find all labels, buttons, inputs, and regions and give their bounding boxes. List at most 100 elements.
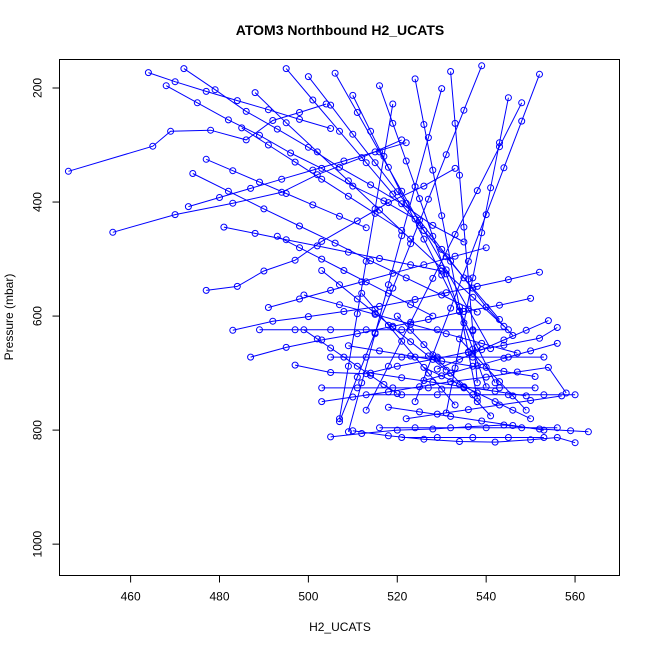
data-point [349, 130, 357, 138]
data-point [504, 434, 512, 441]
data-point [522, 392, 530, 400]
data-point [229, 326, 237, 334]
data-point [473, 282, 481, 290]
series-35 [184, 139, 410, 211]
series-line [352, 95, 496, 384]
data-point [482, 303, 490, 311]
data-point [411, 424, 419, 432]
data-point [540, 353, 548, 361]
data-point [447, 257, 455, 265]
data-point [309, 96, 317, 104]
data-point [442, 253, 450, 261]
data-point [451, 364, 459, 372]
series-51 [456, 335, 530, 414]
series-41 [384, 403, 548, 434]
data-point [482, 363, 490, 371]
series-line [365, 102, 523, 411]
data-point [371, 148, 379, 156]
data-point [407, 240, 415, 248]
data-point [291, 158, 299, 166]
data-point [469, 326, 477, 334]
data-point [353, 310, 361, 318]
data-point [384, 281, 392, 289]
data-point [460, 106, 468, 114]
series-32 [398, 434, 548, 441]
series-36 [220, 223, 446, 275]
data-point [429, 274, 437, 282]
series-line [148, 72, 331, 129]
data-point [407, 235, 415, 243]
data-point [336, 212, 343, 220]
series-28 [256, 326, 512, 334]
data-point [247, 353, 255, 361]
x-tick-label: 500 [298, 590, 318, 604]
data-point [478, 62, 486, 70]
data-point [229, 167, 237, 175]
data-point [438, 245, 446, 253]
data-point [433, 355, 441, 363]
data-point [344, 248, 352, 256]
data-point [389, 284, 397, 292]
data-point [429, 312, 437, 320]
data-point [362, 391, 370, 399]
data-point [233, 282, 241, 290]
data-point [407, 301, 415, 309]
y-tick-label: 800 [31, 420, 45, 440]
data-point [327, 326, 335, 334]
series-line [206, 158, 367, 229]
data-point [278, 188, 286, 196]
data-point [216, 194, 223, 201]
series-line [303, 294, 518, 354]
data-point [527, 415, 535, 423]
x-tick-label: 460 [121, 590, 141, 604]
series-line [308, 76, 514, 336]
data-point [504, 353, 512, 361]
data-point [344, 342, 352, 350]
data-point [304, 73, 312, 81]
data-point [424, 195, 432, 203]
data-point [220, 223, 228, 231]
data-point [362, 326, 370, 334]
data-point [242, 136, 250, 144]
data-point [336, 415, 343, 423]
data-point [518, 117, 526, 125]
data-point [282, 119, 290, 127]
data-point [407, 261, 415, 269]
data-point [398, 326, 406, 334]
data-point [376, 82, 383, 90]
data-point [491, 438, 499, 446]
series-43 [420, 339, 561, 384]
data-point [282, 190, 290, 197]
data-point [442, 151, 450, 159]
data-point [451, 164, 459, 172]
series-18 [376, 82, 490, 391]
x-tick-label: 560 [565, 590, 585, 604]
data-point [313, 242, 321, 250]
data-point [367, 369, 375, 377]
data-point [469, 274, 477, 282]
data-point [371, 159, 379, 167]
series-24 [336, 62, 486, 426]
data-point [420, 341, 428, 349]
data-point [491, 398, 499, 406]
series-line [68, 103, 327, 172]
series-30 [318, 384, 539, 392]
data-point [340, 157, 348, 165]
data-point [504, 276, 512, 284]
data-point [420, 363, 428, 371]
series-19 [411, 75, 481, 402]
data-point [264, 106, 272, 114]
data-point [304, 143, 312, 151]
data-point [398, 434, 406, 441]
series-27 [300, 326, 401, 398]
data-point [473, 308, 481, 316]
data-point [473, 379, 481, 387]
data-point [438, 271, 446, 279]
data-point [269, 317, 277, 325]
y-axis: 200 400 600 800 1000 [31, 78, 60, 557]
data-point [260, 205, 268, 213]
data-point [456, 335, 463, 343]
plot-region [64, 62, 592, 447]
data-point [398, 337, 406, 345]
